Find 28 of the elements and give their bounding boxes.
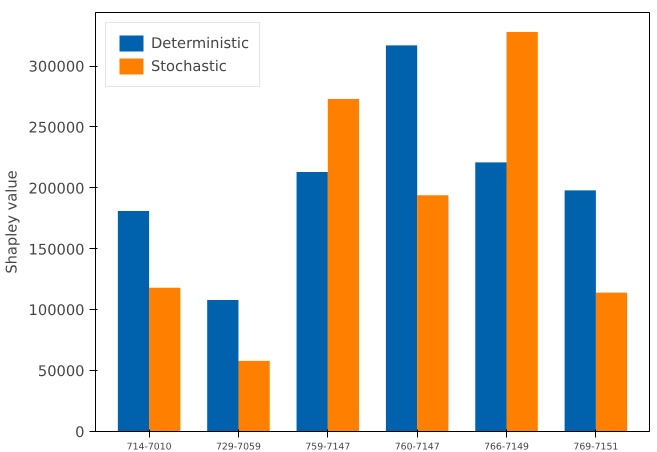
bar bbox=[296, 172, 328, 432]
x-tick-label: 729-7059 bbox=[216, 442, 261, 452]
x-tick-label: 714-7010 bbox=[126, 442, 172, 452]
y-axis-title: Shapley value bbox=[4, 170, 21, 274]
legend-label: Deterministic bbox=[151, 34, 250, 52]
bar bbox=[417, 195, 448, 432]
bar bbox=[328, 98, 360, 432]
bar bbox=[475, 162, 507, 432]
legend-label: Stochastic bbox=[151, 58, 227, 74]
x-tick-label: 759-7147 bbox=[305, 442, 350, 452]
y-tick-label: 300000 bbox=[28, 58, 85, 76]
bar bbox=[118, 211, 150, 432]
bar bbox=[506, 32, 538, 432]
x-tick-label: 769-7151 bbox=[573, 442, 618, 452]
bar bbox=[596, 292, 628, 432]
y-tick-label: 0 bbox=[75, 424, 85, 441]
x-tick-label: 760-7147 bbox=[394, 442, 440, 452]
bar bbox=[238, 360, 270, 432]
y-tick-label: 100000 bbox=[28, 302, 85, 320]
bar bbox=[386, 45, 418, 432]
x-tick-label: 766-7149 bbox=[484, 442, 530, 452]
y-tick-label: 200000 bbox=[28, 180, 85, 198]
bar bbox=[149, 288, 180, 432]
y-tick-label: 250000 bbox=[28, 119, 85, 136]
bar bbox=[207, 300, 238, 432]
bar bbox=[564, 190, 596, 432]
y-tick-label: 150000 bbox=[28, 241, 85, 258]
y-tick-label: 50000 bbox=[38, 363, 84, 380]
